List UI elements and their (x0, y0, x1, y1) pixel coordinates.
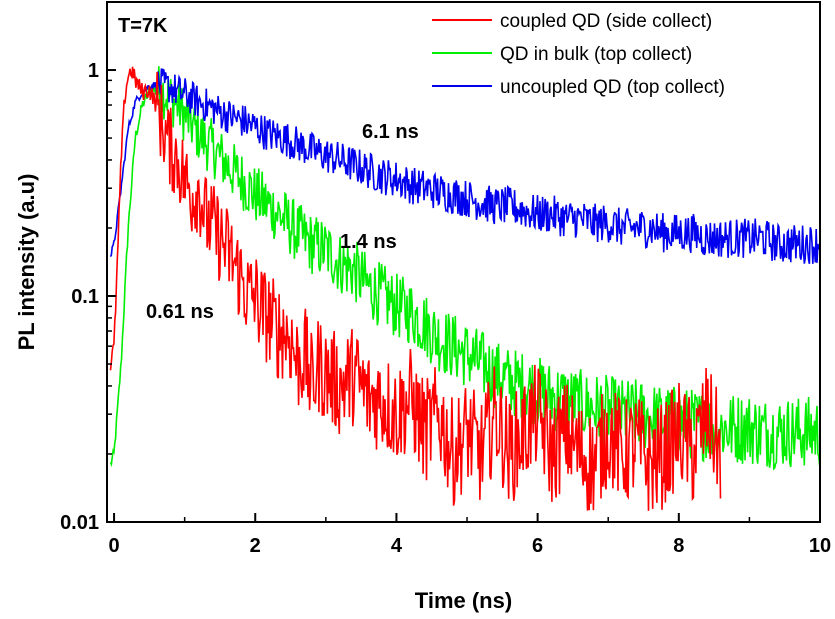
x-tick-label: 0 (108, 535, 119, 557)
lifetime-red-annotation: 0.61 ns (146, 301, 214, 323)
lifetime-blue-annotation: 6.1 ns (362, 121, 419, 143)
temperature-annotation: T=7K (118, 15, 168, 37)
legend: coupled QD (side collect) QD in bulk (top… (432, 11, 725, 98)
y-axis: 0.01 0.1 1 (60, 1, 116, 534)
x-tick-label: 4 (391, 535, 403, 557)
x-tick-label: 6 (532, 535, 543, 557)
x-axis-title: Time (ns) (415, 588, 512, 613)
series-line-0 (109, 66, 722, 511)
series-line-2 (109, 68, 820, 265)
y-tick-label: 0.01 (60, 512, 99, 534)
series-layer (109, 66, 820, 511)
x-tick-label: 10 (809, 535, 831, 557)
series-line-1 (109, 66, 820, 471)
x-axis: 0 2 4 6 8 10 (108, 513, 831, 557)
plot-frame (106, 1, 821, 523)
x-tick-label: 2 (250, 535, 261, 557)
y-axis-title: PL intensity (a.u) (14, 174, 39, 351)
legend-label-1: QD in bulk (top collect) (500, 44, 692, 65)
legend-label-0: coupled QD (side collect) (500, 11, 712, 32)
legend-label-2: uncoupled QD (top collect) (500, 77, 725, 98)
y-tick-label: 0.1 (71, 286, 99, 308)
x-tick-label: 8 (673, 535, 684, 557)
y-tick-label: 1 (88, 60, 99, 82)
lifetime-green-annotation: 1.4 ns (340, 231, 397, 253)
